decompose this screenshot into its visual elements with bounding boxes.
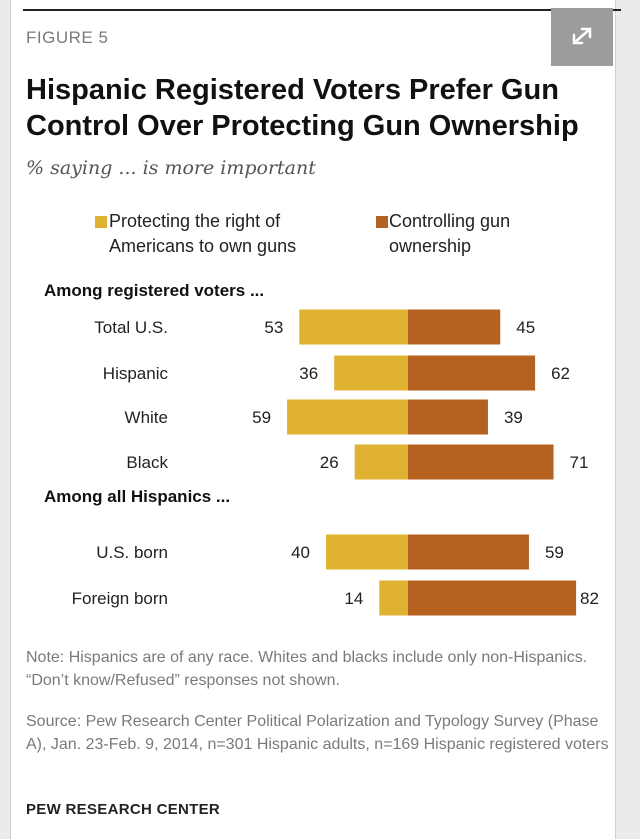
- bar-protect-black: [354, 444, 408, 480]
- bar-protect-white: [287, 399, 408, 435]
- bar-protect-total-u-s: [299, 309, 408, 345]
- category-label-black: Black: [126, 453, 168, 472]
- bar-control-u-s-born: [408, 534, 529, 570]
- legend-label-protect: Protecting the right of Americans to own…: [109, 211, 297, 256]
- value-label-control-black: 71: [570, 453, 589, 472]
- chart-source: Source: Pew Research Center Political Po…: [26, 713, 609, 753]
- value-label-protect-black: 26: [320, 453, 339, 472]
- value-label-control-u-s-born: 59: [545, 543, 564, 562]
- expand-arrows-icon: [572, 27, 592, 45]
- legend-label-control: Controlling gun ownership: [389, 211, 511, 256]
- value-label-control-hispanic: 62: [551, 364, 570, 383]
- value-label-protect-white: 59: [252, 408, 271, 427]
- legend-swatch-protect: [95, 216, 107, 228]
- figure-label: FIGURE 5: [26, 28, 109, 47]
- org-credit: PEW RESEARCH CENTER: [26, 801, 221, 818]
- value-label-control-foreign-born: 82: [580, 589, 599, 608]
- category-label-white: White: [125, 408, 168, 427]
- category-label-u-s-born: U.S. born: [96, 543, 168, 562]
- top-rule: [23, 9, 621, 11]
- bar-control-white: [408, 399, 488, 435]
- legend-swatch-control: [376, 216, 388, 228]
- bar-control-black: [408, 444, 554, 480]
- bar-control-hispanic: [408, 355, 536, 391]
- bar-control-total-u-s: [408, 309, 501, 345]
- chart-subtitle: % saying ... is more important: [26, 157, 316, 179]
- value-label-protect-foreign-born: 14: [344, 589, 363, 608]
- expand-button[interactable]: [551, 8, 613, 66]
- value-label-protect-u-s-born: 40: [291, 543, 310, 562]
- value-label-control-total-u-s: 45: [516, 318, 535, 337]
- chart-title: Hispanic Registered Voters Prefer Gun Co…: [26, 74, 579, 142]
- value-label-protect-total-u-s: 53: [264, 318, 283, 337]
- figure-card: FIGURE 5 Hispanic Registered Voters Pref…: [10, 0, 621, 839]
- section-label-registered: Among registered voters ...: [44, 281, 265, 300]
- bar-protect-foreign-born: [379, 580, 408, 616]
- section-label-hispanics: Among all Hispanics ...: [44, 487, 231, 506]
- value-label-control-white: 39: [504, 408, 523, 427]
- value-label-protect-hispanic: 36: [299, 364, 318, 383]
- bar-protect-u-s-born: [326, 534, 408, 570]
- chart-note: Note: Hispanics are of any race. Whites …: [26, 649, 588, 689]
- bar-protect-hispanic: [334, 355, 408, 391]
- category-label-total-u-s: Total U.S.: [94, 318, 168, 337]
- category-label-foreign-born: Foreign born: [72, 589, 168, 608]
- bar-control-foreign-born: [408, 580, 577, 616]
- category-label-hispanic: Hispanic: [103, 364, 169, 383]
